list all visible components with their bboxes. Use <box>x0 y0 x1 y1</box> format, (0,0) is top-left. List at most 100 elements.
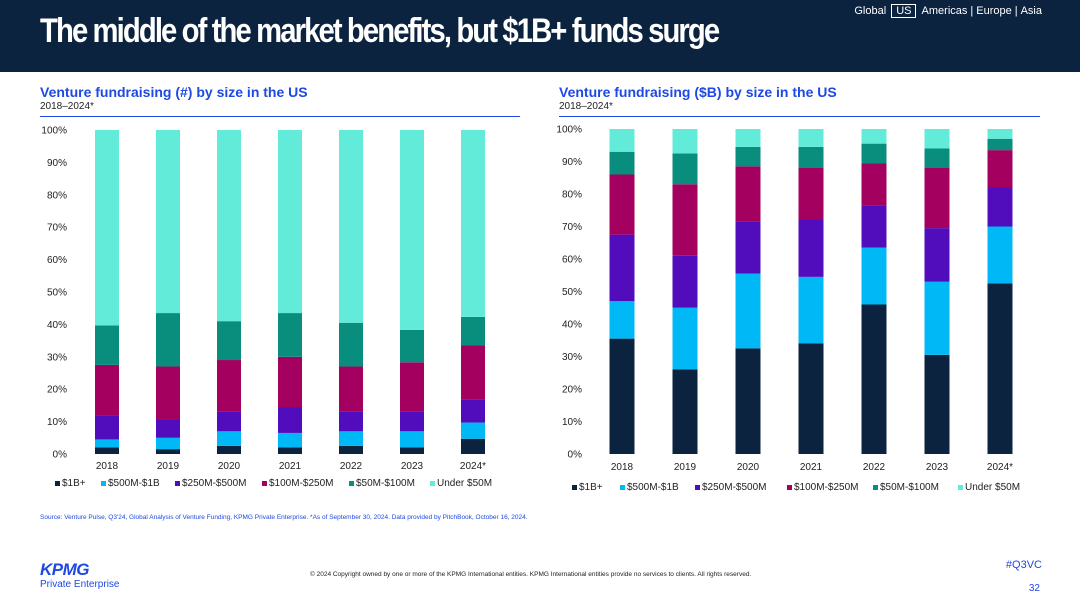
left-bar-segment <box>156 130 180 314</box>
left-bar-segment <box>278 313 302 357</box>
hashtag: #Q3VC <box>1005 559 1042 571</box>
left-y-tick-label: 50% <box>47 288 67 299</box>
right-legend-label: $500M-$1B <box>627 482 679 493</box>
right-bar-segment <box>861 304 887 454</box>
right-bar-segment <box>672 153 698 185</box>
right-bar-segment <box>987 187 1013 227</box>
header-bar <box>0 0 1080 72</box>
left-bar-segment <box>217 411 241 432</box>
left-bar-segment <box>400 431 424 448</box>
region-americas[interactable]: Americas <box>921 5 968 17</box>
left-legend-label: $100M-$250M <box>269 478 333 489</box>
right-legend-swatch <box>787 485 792 490</box>
left-bar-segment <box>339 366 363 412</box>
right-bar-segment <box>861 129 887 144</box>
left-legend-swatch <box>101 481 106 486</box>
right-bar-segment <box>735 348 761 454</box>
left-bar-segment <box>217 360 241 412</box>
left-bar-segment <box>217 321 241 361</box>
right-bar-segment <box>924 129 950 149</box>
right-bar-segment <box>987 283 1013 454</box>
right-y-tick-label: 90% <box>562 157 582 168</box>
right-legend-swatch <box>620 485 625 490</box>
region-asia[interactable]: Asia <box>1020 5 1042 17</box>
left-bar-segment <box>156 449 180 454</box>
left-y-tick-label: 30% <box>47 352 67 363</box>
left-bar-segment <box>217 130 241 322</box>
right-x-tick-label: 2020 <box>737 462 760 473</box>
right-bar-segment <box>798 168 824 220</box>
left-bar-segment <box>461 130 485 317</box>
right-stacked-bar-chart: 0% 10% 20% 30% 40% 50% 60% 70% 80% 90% 100% 2018 201… <box>556 125 1020 494</box>
page-title: The middle of the market benefits, but $… <box>40 12 720 50</box>
region-nav: Global US Americas | Europe | Asia <box>854 4 1042 18</box>
left-bar-segment <box>278 407 302 433</box>
left-y-tick-label: 100% <box>41 126 67 137</box>
right-y-tick-label: 20% <box>562 385 582 396</box>
left-bar-segment <box>461 399 485 423</box>
right-bar-segment <box>735 221 761 274</box>
left-bar-segment <box>461 422 485 439</box>
right-x-tick-label: 2023 <box>926 462 949 473</box>
right-y-tick-label: 50% <box>562 287 582 298</box>
left-bar-segment <box>339 130 363 323</box>
left-legend-label: $50M-$100M <box>356 478 415 489</box>
left-bar-segment <box>278 130 302 314</box>
right-legend-label: $50M-$100M <box>880 482 939 493</box>
left-legend-swatch <box>55 481 60 486</box>
right-y-tick-label: 30% <box>562 352 582 363</box>
right-bar-segment <box>609 151 635 175</box>
right-bar-segment <box>609 174 635 235</box>
right-bar-segment <box>798 146 824 168</box>
left-x-tick-label: 2022 <box>340 461 363 472</box>
source-note: Source: Venture Pulse, Q3'24, Global Ana… <box>40 514 528 521</box>
right-bar-segment <box>735 146 761 167</box>
left-x-tick-label: 2024* <box>460 461 486 472</box>
left-bar-segment <box>217 445 241 454</box>
left-y-tick-label: 90% <box>47 158 67 169</box>
region-europe[interactable]: Europe <box>976 5 1012 17</box>
left-bar-segment <box>339 431 363 446</box>
left-y-tick-label: 60% <box>47 255 67 266</box>
left-bar-segment <box>278 432 302 448</box>
left-bar-segment <box>339 445 363 454</box>
right-bar-segment <box>798 129 824 147</box>
right-chart-title: Venture fundraising ($B) by size in the … <box>559 84 837 100</box>
left-legend-swatch <box>349 481 354 486</box>
logo-subtitle: Private Enterprise <box>40 579 120 590</box>
right-x-tick-label: 2018 <box>611 462 634 473</box>
left-legend-swatch <box>262 481 267 486</box>
right-bar-segment <box>987 129 1013 139</box>
left-y-tick-label: 70% <box>47 223 67 234</box>
region-us[interactable]: US <box>891 4 917 18</box>
right-bar-segment <box>672 184 698 256</box>
left-y-tick-label: 10% <box>47 417 67 428</box>
logo-text: KPMG <box>40 560 90 579</box>
left-bar-segment <box>278 447 302 454</box>
right-y-tick-label: 70% <box>562 222 582 233</box>
kpmg-logo: KPMG Private Enterprise <box>40 561 119 591</box>
region-global[interactable]: Global <box>854 5 887 17</box>
right-bar-segment <box>924 148 950 168</box>
right-bar-segment <box>861 247 887 305</box>
left-bar-segment <box>400 411 424 432</box>
left-legend-label: $1B+ <box>62 478 86 489</box>
left-chart-title: Venture fundraising (#) by size in the U… <box>40 84 308 100</box>
left-chart-subtitle: 2018–2024* <box>40 101 94 112</box>
left-y-tick-label: 40% <box>47 320 67 331</box>
right-y-tick-label: 0% <box>568 450 583 461</box>
left-y-tick-label: 0% <box>53 450 68 461</box>
left-legend-label: $250M-$500M <box>182 478 246 489</box>
right-legend-label: $100M-$250M <box>794 482 858 493</box>
right-bar-segment <box>987 150 1013 188</box>
right-x-tick-label: 2024* <box>987 462 1013 473</box>
left-y-tick-label: 20% <box>47 385 67 396</box>
left-x-tick-label: 2019 <box>157 461 180 472</box>
right-bar-segment <box>861 163 887 206</box>
left-bar-segment <box>95 415 119 440</box>
right-bar-segment <box>924 281 950 355</box>
right-bar-segment <box>609 338 635 454</box>
right-legend-label: Under $50M <box>965 482 1020 493</box>
right-legend-swatch <box>695 485 700 490</box>
